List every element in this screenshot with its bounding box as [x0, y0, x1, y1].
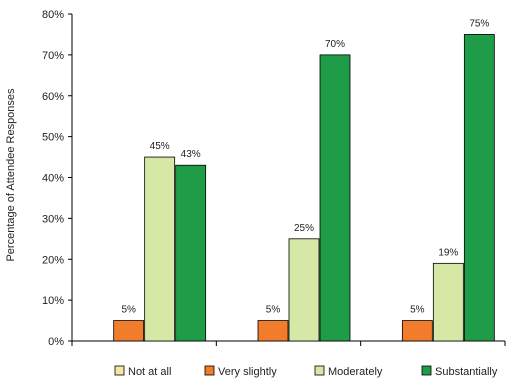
y-tick-label: 60%: [42, 91, 64, 103]
data-label: 43%: [181, 149, 201, 160]
data-label: 45%: [150, 141, 170, 152]
legend-label: Moderately: [328, 366, 383, 378]
legend: Not at all Very slightly Moderately Substan…: [114, 365, 498, 378]
data-label: 25%: [294, 223, 314, 234]
data-label: 19%: [438, 247, 458, 258]
legend-swatch: [204, 365, 215, 376]
legend-swatch: [114, 365, 125, 376]
bar: [432, 262, 464, 342]
y-tick-label: 10%: [42, 295, 64, 307]
bar: [257, 320, 289, 342]
y-tick-label: 20%: [42, 254, 64, 266]
y-tick-label: 50%: [42, 132, 64, 144]
bar: [144, 156, 176, 342]
y-tick-label: 30%: [42, 213, 64, 225]
legend-swatch: [314, 365, 325, 376]
data-label: 5%: [121, 305, 136, 316]
data-label: 70%: [325, 39, 345, 50]
data-label: 5%: [266, 305, 281, 316]
y-tick-label: 80%: [42, 9, 64, 21]
data-label: 75%: [469, 18, 489, 29]
y-tick-label: 70%: [42, 50, 64, 62]
legend-label: Very slightly: [218, 366, 277, 378]
bar: [175, 164, 207, 342]
legend-swatch: [421, 365, 432, 376]
legend-label: Not at all: [128, 366, 171, 378]
y-tick-label: 0%: [48, 336, 64, 348]
bar: [463, 34, 495, 342]
plot-area: 0% 10% 20% 30% 40% 50% 60% 70% 80% 5% 5% 5% 45% 25% 19…: [42, 9, 506, 348]
y-axis-title: Percentage of Attendee Responses: [5, 88, 17, 262]
bar: [288, 238, 320, 342]
legend-label: Substantially: [435, 366, 498, 378]
y-tick-label: 40%: [42, 173, 64, 185]
bar: [319, 54, 351, 342]
data-label: 5%: [410, 305, 425, 316]
bar: [401, 320, 433, 342]
bar: [113, 320, 145, 342]
